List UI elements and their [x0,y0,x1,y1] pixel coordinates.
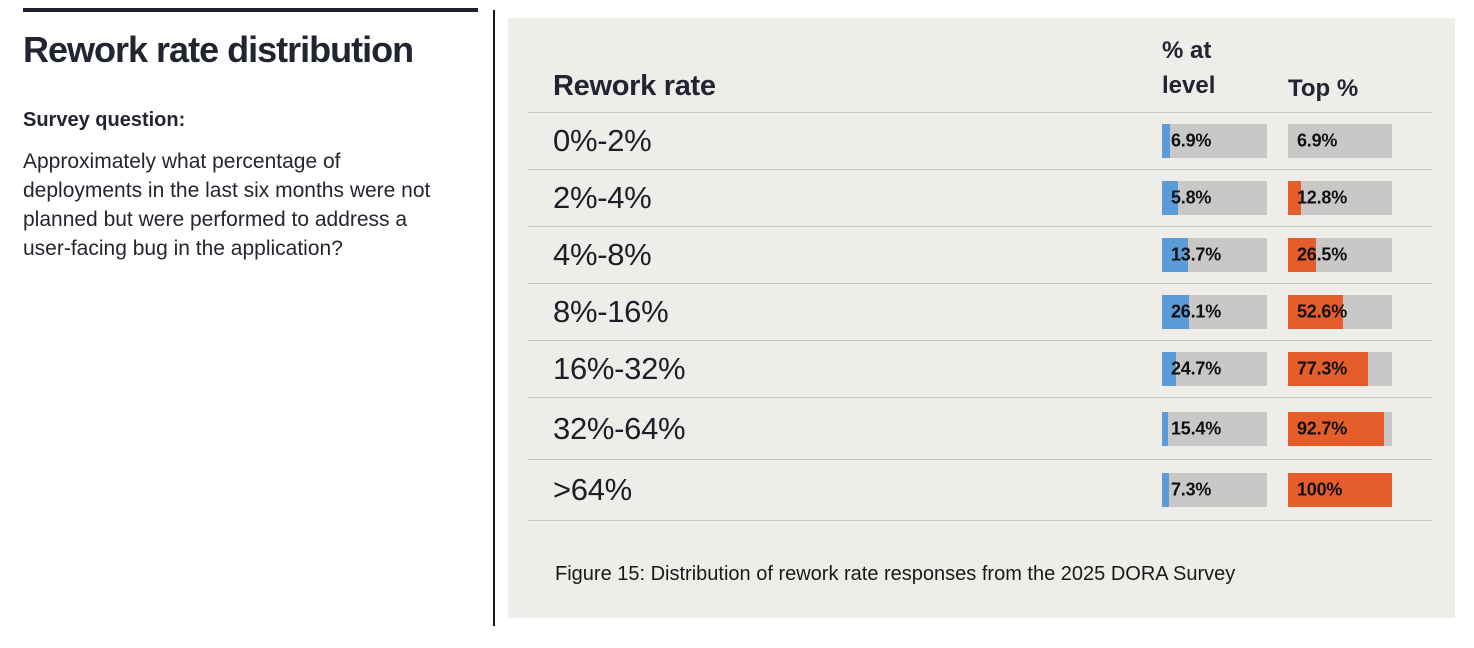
top-pct-bar: 26.5% [1288,238,1392,272]
survey-question-label: Survey question: [23,109,186,131]
at-level-bar-fill [1162,352,1177,386]
column-header-at-level-line1: % at [1162,37,1212,64]
top-pct-bar-fill [1288,411,1385,446]
at-level-bar: 13.7% [1162,238,1267,272]
top-pct-bar: 52.6% [1288,295,1392,329]
table-row: 4%-8% 13.7% 26.5% [528,226,1432,283]
table-row: >64% 7.3% 100% [528,459,1432,520]
column-header-rework-rate: Rework rate [553,70,716,102]
table-row: 0%-2% 6.9% 6.9% [528,112,1432,169]
at-level-bar-fill [1162,295,1190,329]
rework-rate-range: 32%-64% [553,410,686,446]
top-pct-bar-fill [1288,238,1316,272]
at-level-value: 6.9% [1171,130,1212,151]
top-pct-value: 92.7% [1297,418,1348,438]
top-pct-bar: 100% [1288,473,1392,507]
top-pct-bar-fill [1288,352,1369,386]
top-pct-bar-fill [1288,295,1343,329]
at-level-bar-fill [1162,473,1170,507]
at-level-bar: 7.3% [1162,473,1267,507]
at-level-bar: 26.1% [1162,295,1267,329]
left-column: Rework rate distribution Survey question… [23,8,481,263]
at-level-bar-fill [1162,181,1179,215]
top-pct-value: 26.5% [1297,244,1348,265]
table-header: Rework rate % at level Top % [528,18,1432,112]
rework-rate-range: 2%-4% [553,180,652,215]
column-header-at-level: % at level [1162,33,1215,103]
column-divider [493,10,495,626]
top-pct-value: 52.6% [1297,301,1348,322]
at-level-value: 13.7% [1171,244,1222,265]
rework-rate-table: Rework rate % at level Top % 0%-2% 6.9% … [528,18,1432,586]
rework-rate-range: 8%-16% [553,294,669,329]
table-row: 2%-4% 5.8% 12.8% [528,169,1432,226]
column-header-at-level-line2: level [1162,72,1216,99]
table-row: 32%-64% 15.4% 92.7% [528,397,1432,459]
rework-rate-range: >64% [553,472,632,507]
top-pct-value: 77.3% [1297,358,1348,379]
top-pct-bar-fill [1288,181,1302,215]
at-level-value: 15.4% [1171,418,1222,438]
rework-rate-range: 16%-32% [553,351,686,386]
table-rows: 0%-2% 6.9% 6.9% 2%-4% 5.8% 12. [528,112,1432,521]
page-title: Rework rate distribution [23,29,414,70]
top-pct-bar: 92.7% [1288,411,1392,446]
at-level-bar-fill [1162,238,1188,272]
at-level-bar: 6.9% [1162,124,1267,158]
rework-rate-range: 0%-2% [553,123,652,158]
top-pct-bar: 12.8% [1288,181,1392,215]
top-rule-divider [23,8,478,12]
at-level-value: 5.8% [1171,187,1212,208]
top-pct-bar: 77.3% [1288,352,1392,386]
at-level-value: 26.1% [1171,301,1222,322]
rework-rate-range: 4%-8% [553,237,652,272]
at-level-bar: 15.4% [1162,411,1267,446]
top-pct-bar-fill [1288,473,1392,507]
top-pct-value: 12.8% [1297,187,1348,208]
at-level-bar: 24.7% [1162,352,1267,386]
at-level-value: 24.7% [1171,358,1222,379]
column-header-top-pct: Top % [1288,75,1359,102]
top-pct-value: 6.9% [1297,130,1338,151]
top-pct-bar: 6.9% [1288,124,1392,158]
at-level-bar-fill [1162,411,1169,446]
survey-question-text: Approximately what percentage of deploym… [23,150,431,260]
top-pct-value: 100% [1297,479,1343,500]
table-row: 16%-32% 24.7% 77.3% [528,340,1432,397]
table-row: 8%-16% 26.1% 52.6% [528,283,1432,340]
figure-caption: Figure 15: Distribution of rework rate r… [555,563,1236,585]
at-level-bar: 5.8% [1162,181,1267,215]
at-level-value: 7.3% [1171,479,1212,500]
at-level-bar-fill [1162,124,1170,158]
figure-panel: Rework rate % at level Top % 0%-2% 6.9% … [508,18,1455,618]
